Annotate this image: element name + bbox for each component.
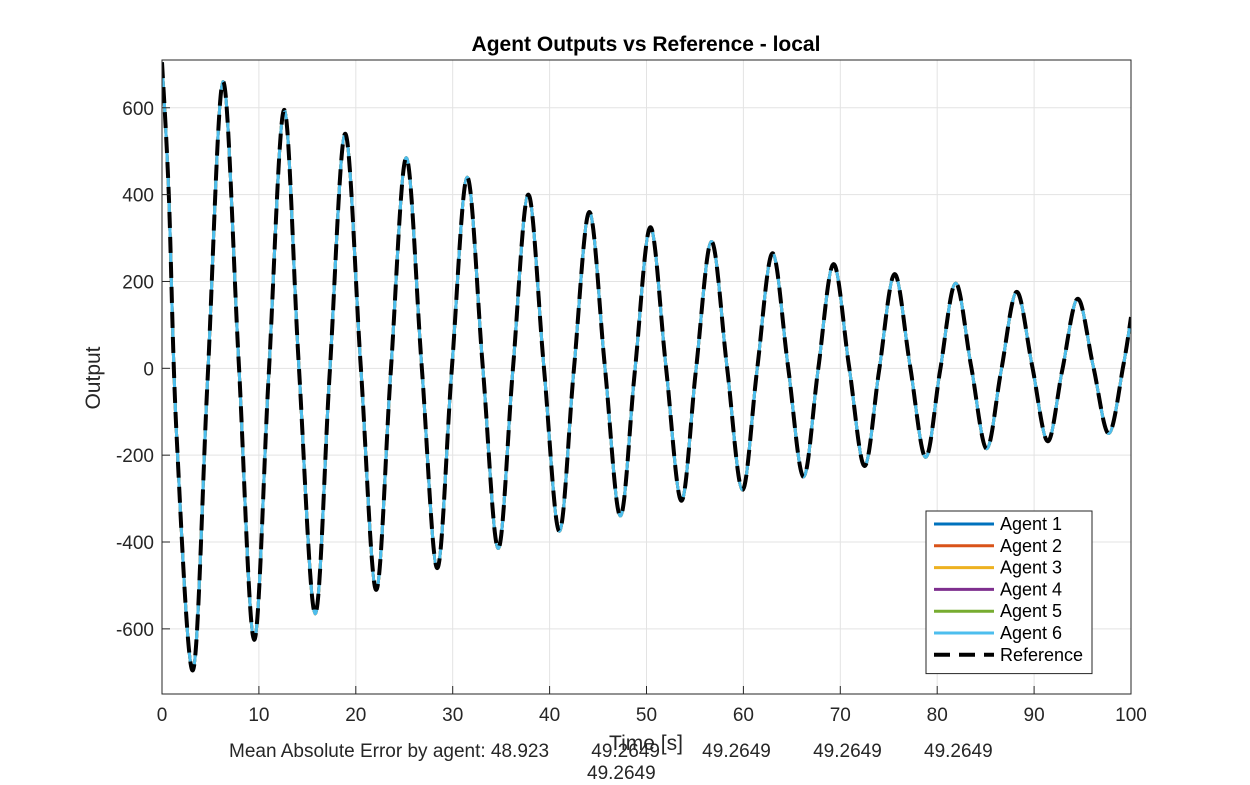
legend-label: Agent 5 — [1000, 601, 1062, 621]
plot-area — [162, 62, 1131, 673]
y-tick-label: -600 — [116, 620, 154, 641]
ticks: 0 10 20 30 40 50 60 70 80 90 100 -600 -400 -200 0 200 40… — [116, 99, 1147, 726]
y-axis-label: Output — [82, 346, 105, 409]
legend-box — [925, 510, 1093, 675]
y-tick-label: 400 — [122, 186, 154, 207]
chart-title: Agent Outputs vs Reference - local — [472, 33, 821, 56]
mae-footer-line-2: 49.2649 — [587, 763, 656, 784]
legend-label: Agent 2 — [1000, 536, 1062, 556]
y-tick-label: -400 — [116, 533, 154, 554]
x-axis-label: Time [s] — [609, 732, 683, 755]
x-tick-label: 40 — [539, 705, 560, 726]
y-tick-label: -200 — [116, 446, 154, 467]
x-tick-label: 20 — [345, 705, 366, 726]
legend-label: Agent 3 — [1000, 558, 1062, 578]
legend-label: Agent 4 — [1000, 579, 1062, 599]
series-line-7 — [162, 62, 1131, 673]
y-tick-label: 200 — [122, 272, 154, 293]
x-tick-label: 30 — [442, 705, 463, 726]
x-tick-label: 0 — [157, 705, 168, 726]
x-tick-label: 80 — [927, 705, 948, 726]
y-tick-label: 0 — [143, 359, 154, 380]
x-tick-label: 70 — [830, 705, 851, 726]
y-tick-label: 600 — [122, 99, 154, 120]
legend-label: Reference — [1000, 645, 1083, 665]
x-tick-label: 10 — [248, 705, 269, 726]
x-tick-label: 100 — [1115, 705, 1147, 726]
x-tick-label: 90 — [1024, 705, 1045, 726]
mae-footer-line-1: Mean Absolute Error by agent: 48.923 49.… — [229, 741, 993, 762]
legend-label: Agent 6 — [1000, 623, 1062, 643]
legend-label: Agent 1 — [1000, 514, 1062, 534]
x-tick-label: 60 — [733, 705, 754, 726]
x-tick-label: 50 — [636, 705, 657, 726]
